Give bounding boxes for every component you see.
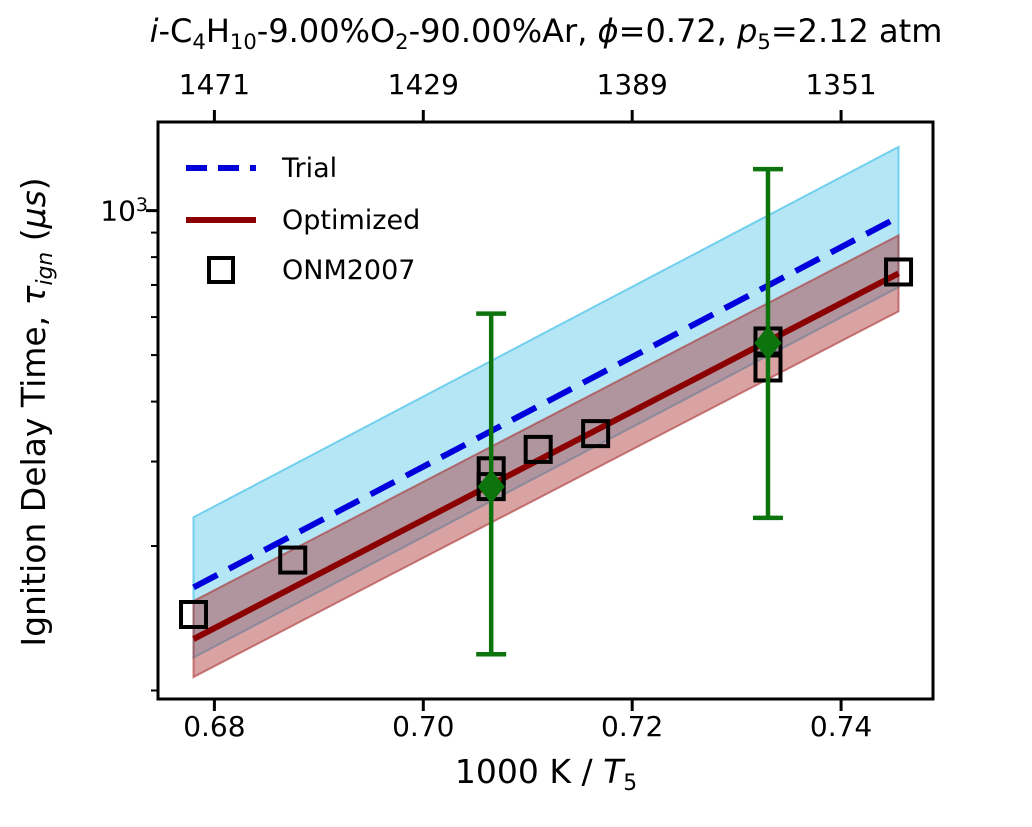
trial-dashed-line-icon [186,165,256,171]
error-bar-diamond-marker [754,326,782,360]
legend-item-trial: Trial [186,151,337,185]
chart-title: i-C4H10-9.00%O2-90.00%Ar, ϕ=0.72, p5=2.1… [150,12,943,54]
label-segment: Ignition Delay Time, [14,305,54,647]
y-major-tick-exponent: 3 [135,194,148,216]
label-segment: 10 [229,28,257,54]
plot-frame [156,120,935,701]
trial-fit-line [192,214,900,591]
x-axis-label: 1000 K / T5 [455,752,637,796]
label-segment: ( [14,228,54,252]
temperature-tick-label: 1471 [178,68,251,101]
data-point-square [523,434,553,464]
legend-label-trial: Trial [282,152,338,184]
y-axis-label: Ignition Delay Time, τign (μs) [14,177,58,646]
temperature-tick-label: 1351 [805,68,877,101]
x-tick-label: 0.74 [809,710,873,743]
label-segment: ign [32,251,58,286]
label-segment: -9.00%O [256,12,396,50]
label-segment: p [737,12,758,50]
y-major-tick-base: 10 [100,194,136,228]
error-bar-diamond-marker [477,469,505,504]
x-tick-label: 0.68 [183,710,246,743]
label-segment: H [205,12,230,50]
onm2007-square-marker-icon [207,256,235,284]
label-segment: ϕ [597,12,619,50]
data-point-square [179,599,209,629]
x-tick-label: 0.70 [392,710,455,743]
label-segment: -C [158,12,193,50]
label-segment: =2.12 atm [770,12,943,50]
legend-label-optimized: Optimized [282,204,421,236]
x-tick-label: 0.72 [601,710,664,743]
legend-item-optimized: Optimized [186,203,420,237]
legend-label-onm2007: ONM2007 [282,254,416,286]
label-segment: 2 [395,28,409,54]
data-point-square [884,257,914,287]
temperature-tick-label: 1429 [387,68,459,101]
label-segment: τ [14,285,54,306]
label-segment: i [149,12,159,50]
y-major-tick-label: 103 [100,194,148,228]
label-segment: μs [14,190,54,229]
label-segment: 1000 K / [454,752,604,791]
label-segment: 4 [192,28,206,54]
label-segment: T [603,752,624,791]
optimized-solid-line-icon [186,217,256,223]
onm2007-swatch-square [207,256,235,284]
data-point-square [581,419,611,449]
legend-item-onm2007: ONM2007 [186,253,415,287]
data-point-square [278,545,308,575]
label-segment: 5 [757,28,771,54]
temperature-tick-label: 1389 [596,68,668,101]
label-segment: ) [14,177,54,191]
label-segment: =0.72, [618,12,738,50]
label-segment: 5 [623,770,638,796]
label-segment: -90.00%Ar, [408,12,598,50]
optimized-fit-line [192,270,900,642]
